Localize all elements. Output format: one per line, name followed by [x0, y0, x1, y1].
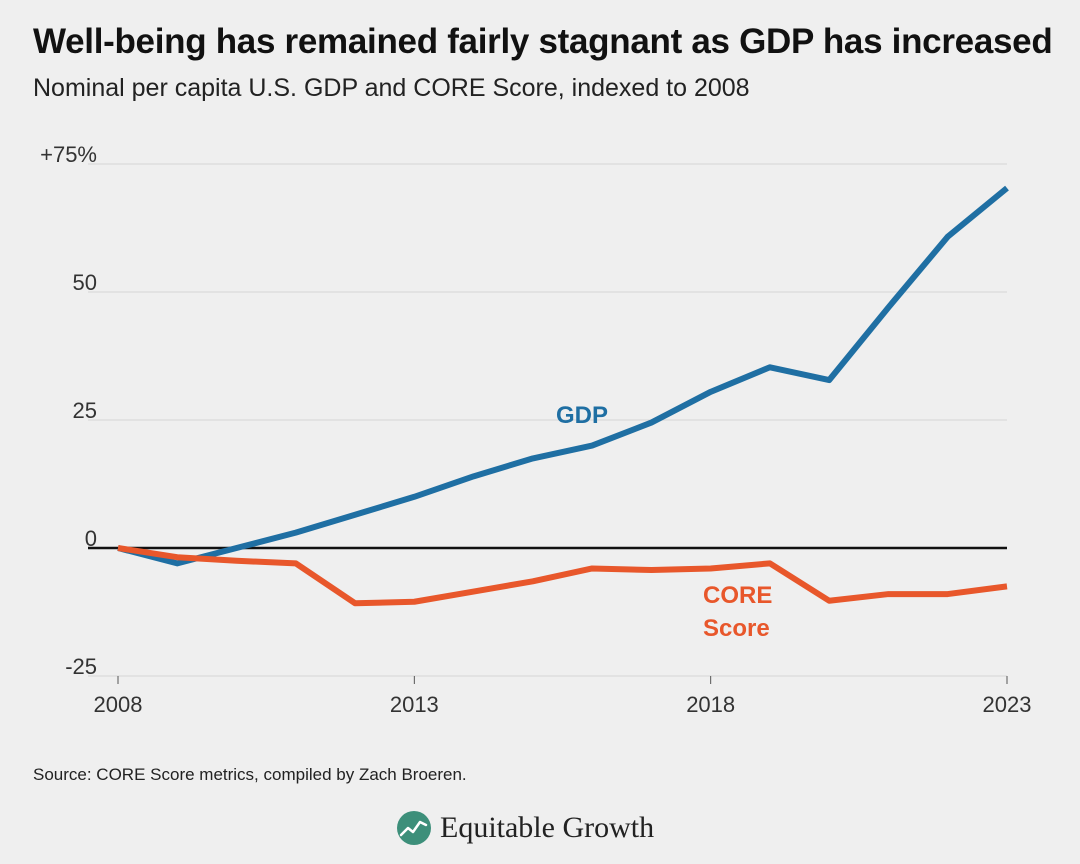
series-line-core-score: [117, 545, 1008, 607]
x-tick-label-0: 2008: [94, 692, 143, 717]
series-label-core-score-0: CORE: [703, 582, 772, 609]
source-note: Source: CORE Score metrics, compiled by …: [33, 765, 467, 784]
series-label-core-score-1: Score: [703, 615, 770, 642]
chart-subtitle: Nominal per capita U.S. GDP and CORE Sco…: [33, 74, 750, 102]
brand-name: Equitable Growth: [440, 811, 655, 844]
y-tick-label-2: 25: [73, 398, 97, 423]
x-tick-label-1: 2013: [390, 692, 439, 717]
growth-logo-icon: [397, 811, 431, 845]
y-tick-label-1: 50: [73, 270, 97, 295]
x-tick-label-2: 2018: [686, 692, 735, 717]
y-tick-label-4: -25: [65, 654, 97, 679]
y-tick-label-3: 0: [85, 526, 97, 551]
chart-title: Well-being has remained fairly stagnant …: [33, 22, 1053, 61]
y-tick-label-0: +75%: [40, 142, 97, 167]
series-label-gdp-0: GDP: [556, 402, 608, 429]
line-chart: +75% 50 25 0 -25 2008 2013 2018 2023 GDP CORE Score: [40, 142, 1032, 717]
brand-logo: Equitable Growth: [396, 810, 654, 846]
series-line-gdp: [117, 185, 1009, 567]
x-tick-label-3: 2023: [983, 692, 1032, 717]
